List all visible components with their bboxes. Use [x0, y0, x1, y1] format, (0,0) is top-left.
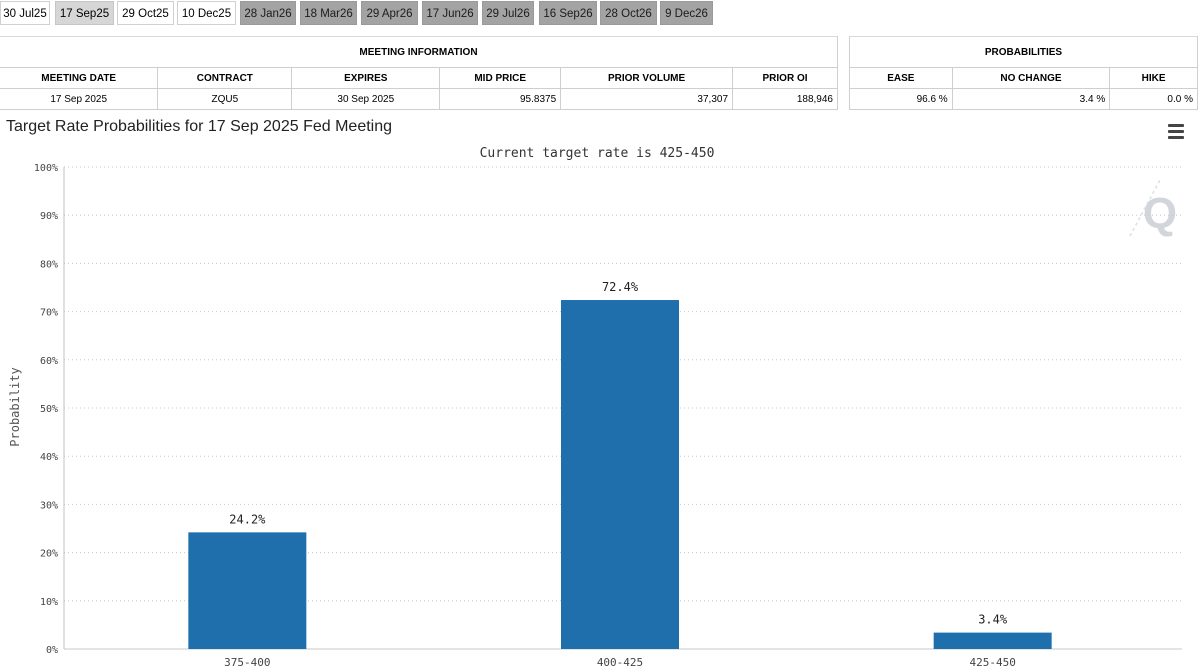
meeting-date-value: 17 Sep 2025 [0, 88, 159, 110]
column-header: CONTRACT [157, 67, 293, 89]
column-header: MEETING DATE [0, 67, 159, 89]
x-tick-label: 375-400 [224, 656, 270, 666]
y-tick-label: 90% [40, 211, 58, 222]
y-tick-label: 60% [40, 356, 58, 367]
y-tick-label: 20% [40, 549, 58, 560]
y-tick-label: 0% [46, 645, 58, 656]
meeting-tab[interactable]: 28 Jan26 [240, 1, 296, 25]
y-tick-label: 70% [40, 308, 58, 319]
prior-volume-value: 37,307 [560, 88, 734, 110]
meeting-tab[interactable]: 28 Oct26 [600, 1, 657, 25]
ease-value: 96.6 % [849, 88, 953, 110]
prior-oi-value: 188,946 [732, 88, 838, 110]
data-label: 24.2% [229, 512, 266, 526]
meeting-info-table: MEETING INFORMATION MEETING DATE CONTRAC… [0, 36, 838, 110]
column-header: PRIOR OI [732, 67, 838, 89]
column-header: NO CHANGE [951, 67, 1111, 89]
mid-price-value: 95.8375 [439, 88, 562, 110]
x-tick-label: 400-425 [597, 656, 643, 666]
no-change-value: 3.4 % [951, 88, 1111, 110]
bar[interactable] [933, 632, 1052, 649]
probabilities-table: PROBABILITIES EASE NO CHANGE HIKE 96.6 %… [849, 36, 1198, 110]
bar[interactable] [188, 532, 307, 649]
y-tick-label: 30% [40, 500, 58, 511]
column-header: PRIOR VOLUME [560, 67, 734, 89]
chart-subtitle: Current target rate is 425-450 [480, 146, 715, 161]
column-header: MID PRICE [439, 67, 562, 89]
meeting-tab[interactable]: 30 Jul25 [0, 1, 50, 25]
hike-value: 0.0 % [1109, 88, 1198, 110]
y-tick-label: 10% [40, 597, 58, 608]
bar-chart: Current target rate is 425-450 Probabili… [8, 146, 1182, 666]
column-header: HIKE [1109, 67, 1198, 89]
meeting-tab[interactable]: 29 Jul26 [482, 1, 534, 25]
column-header: EXPIRES [291, 67, 441, 89]
meeting-tab[interactable]: 10 Dec25 [177, 1, 236, 25]
expires-value: 30 Sep 2025 [291, 88, 441, 110]
data-label: 3.4% [978, 613, 1008, 627]
watermark-letter: Q [1143, 189, 1177, 238]
chart-title: Target Rate Probabilities for 17 Sep 202… [6, 118, 393, 135]
y-tick-label: 40% [40, 452, 58, 463]
y-axis-label: Probability [8, 367, 22, 446]
y-tick-label: 80% [40, 259, 58, 270]
meeting-tab[interactable]: 29 Apr26 [361, 1, 418, 25]
y-tick-label: 100% [34, 163, 58, 174]
data-label: 72.4% [602, 280, 639, 294]
meeting-tab[interactable]: 17 Jun26 [422, 1, 478, 25]
meeting-tab[interactable]: 9 Dec26 [660, 1, 713, 25]
meeting-tab[interactable]: 18 Mar26 [300, 1, 357, 25]
bar[interactable] [561, 300, 679, 649]
hamburger-menu-icon[interactable] [1168, 124, 1184, 140]
meeting-tab[interactable]: 29 Oct25 [117, 1, 174, 25]
probabilities-title: PROBABILITIES [849, 36, 1198, 68]
meeting-info-title: MEETING INFORMATION [0, 36, 838, 68]
meeting-tab-selected[interactable]: 17 Sep25 [55, 1, 114, 25]
y-tick-label: 50% [40, 404, 58, 415]
x-tick-label: 425-450 [969, 656, 1015, 666]
column-header: EASE [849, 67, 953, 89]
contract-value: ZQU5 [157, 88, 293, 110]
q-logo-watermark: Q [1129, 179, 1177, 238]
meeting-tab[interactable]: 16 Sep26 [539, 1, 597, 25]
